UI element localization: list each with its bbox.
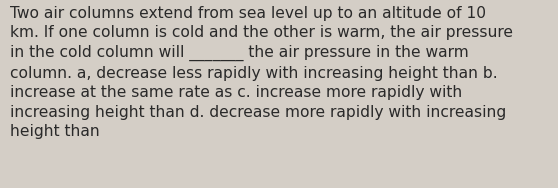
Text: Two air columns extend from sea level up to an altitude of 10
km. If one column : Two air columns extend from sea level up… [10,6,513,139]
